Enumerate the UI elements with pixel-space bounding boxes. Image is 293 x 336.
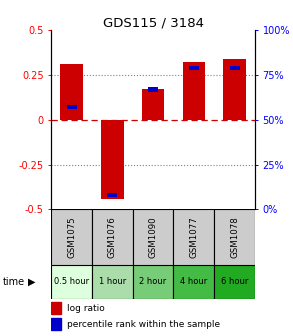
- Bar: [60, 64, 83, 120]
- Bar: [92, 209, 133, 265]
- Text: percentile rank within the sample: percentile rank within the sample: [67, 320, 220, 329]
- Bar: [189, 66, 199, 70]
- Text: GSM1077: GSM1077: [189, 216, 198, 258]
- Bar: [51, 209, 92, 265]
- Text: GSM1090: GSM1090: [149, 216, 158, 258]
- Bar: [173, 209, 214, 265]
- Text: 4 hour: 4 hour: [180, 278, 207, 286]
- Text: ▶: ▶: [28, 277, 35, 287]
- Text: time: time: [3, 277, 25, 287]
- Bar: [92, 265, 133, 299]
- Bar: [67, 105, 77, 110]
- Bar: [229, 66, 240, 70]
- Text: 6 hour: 6 hour: [221, 278, 248, 286]
- Text: 0.5 hour: 0.5 hour: [54, 278, 89, 286]
- Bar: [148, 87, 158, 92]
- Bar: [51, 318, 62, 330]
- Bar: [133, 265, 173, 299]
- Bar: [223, 59, 246, 120]
- Text: GSM1076: GSM1076: [108, 216, 117, 258]
- Bar: [214, 209, 255, 265]
- Text: GSM1075: GSM1075: [67, 216, 76, 258]
- Bar: [107, 193, 117, 197]
- Bar: [142, 89, 164, 120]
- Bar: [51, 302, 62, 314]
- Bar: [183, 62, 205, 120]
- Text: log ratio: log ratio: [67, 304, 104, 312]
- Text: 2 hour: 2 hour: [139, 278, 167, 286]
- Bar: [51, 265, 92, 299]
- Text: 1 hour: 1 hour: [99, 278, 126, 286]
- Bar: [173, 265, 214, 299]
- Bar: [214, 265, 255, 299]
- Title: GDS115 / 3184: GDS115 / 3184: [103, 16, 204, 29]
- Bar: [133, 209, 173, 265]
- Text: GSM1078: GSM1078: [230, 216, 239, 258]
- Bar: [101, 120, 124, 199]
